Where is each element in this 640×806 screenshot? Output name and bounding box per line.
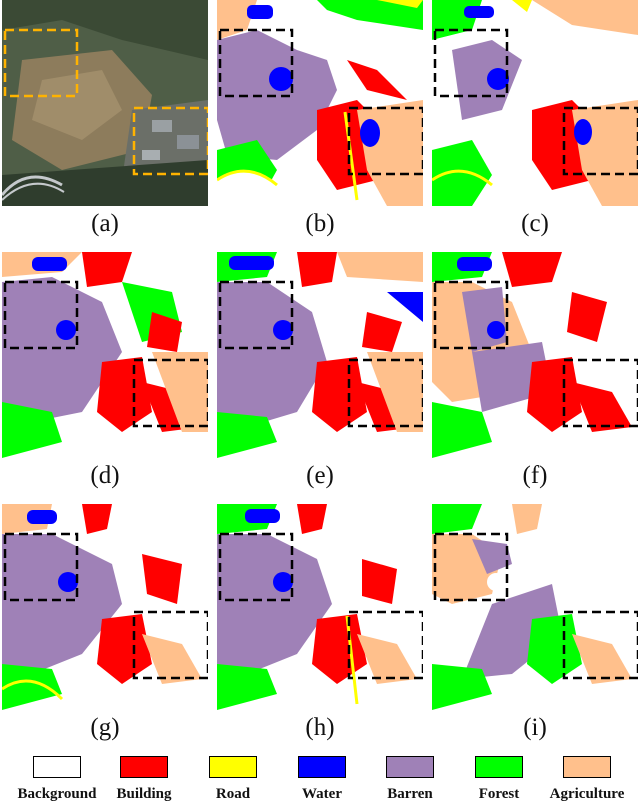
legend-label-water: Water	[302, 786, 342, 802]
panel-f-segmentation-map	[432, 252, 638, 458]
legend-swatch-forest	[475, 756, 523, 778]
legend-swatch-road	[209, 756, 257, 778]
panel-b-segmentation-map	[217, 0, 423, 206]
panel-g-segmentation-map	[2, 504, 208, 710]
caption-i: (i)	[523, 714, 547, 741]
caption-d: (d)	[90, 462, 120, 489]
caption-e: (e)	[306, 462, 334, 489]
panel-e-segmentation-map	[217, 252, 423, 458]
panel-a-aerial-image	[2, 0, 208, 206]
panel-h-segmentation-map	[217, 504, 423, 710]
legend-swatch-background	[33, 756, 81, 778]
caption-a: (a)	[91, 210, 119, 237]
legend-label-agriculture: Agriculture	[549, 786, 625, 802]
panel-c-segmentation-map	[432, 0, 638, 206]
caption-g: (g)	[90, 714, 120, 741]
caption-h: (h)	[305, 714, 335, 741]
legend-label-forest: Forest	[478, 786, 520, 802]
legend-label-road: Road	[215, 786, 251, 802]
caption-f: (f)	[522, 462, 548, 489]
legend-label-building: Building	[116, 786, 172, 802]
legend-swatch-agriculture	[563, 756, 611, 778]
legend-swatch-water	[298, 756, 346, 778]
legend-swatch-building	[120, 756, 168, 778]
panel-i-segmentation-map	[432, 504, 638, 710]
caption-c: (c)	[521, 210, 549, 237]
panel-d-segmentation-map	[2, 252, 208, 458]
caption-b: (b)	[305, 210, 335, 237]
legend-label-barren: Barren	[387, 786, 433, 802]
legend-label-background: Background	[17, 786, 97, 802]
legend-swatch-barren	[386, 756, 434, 778]
